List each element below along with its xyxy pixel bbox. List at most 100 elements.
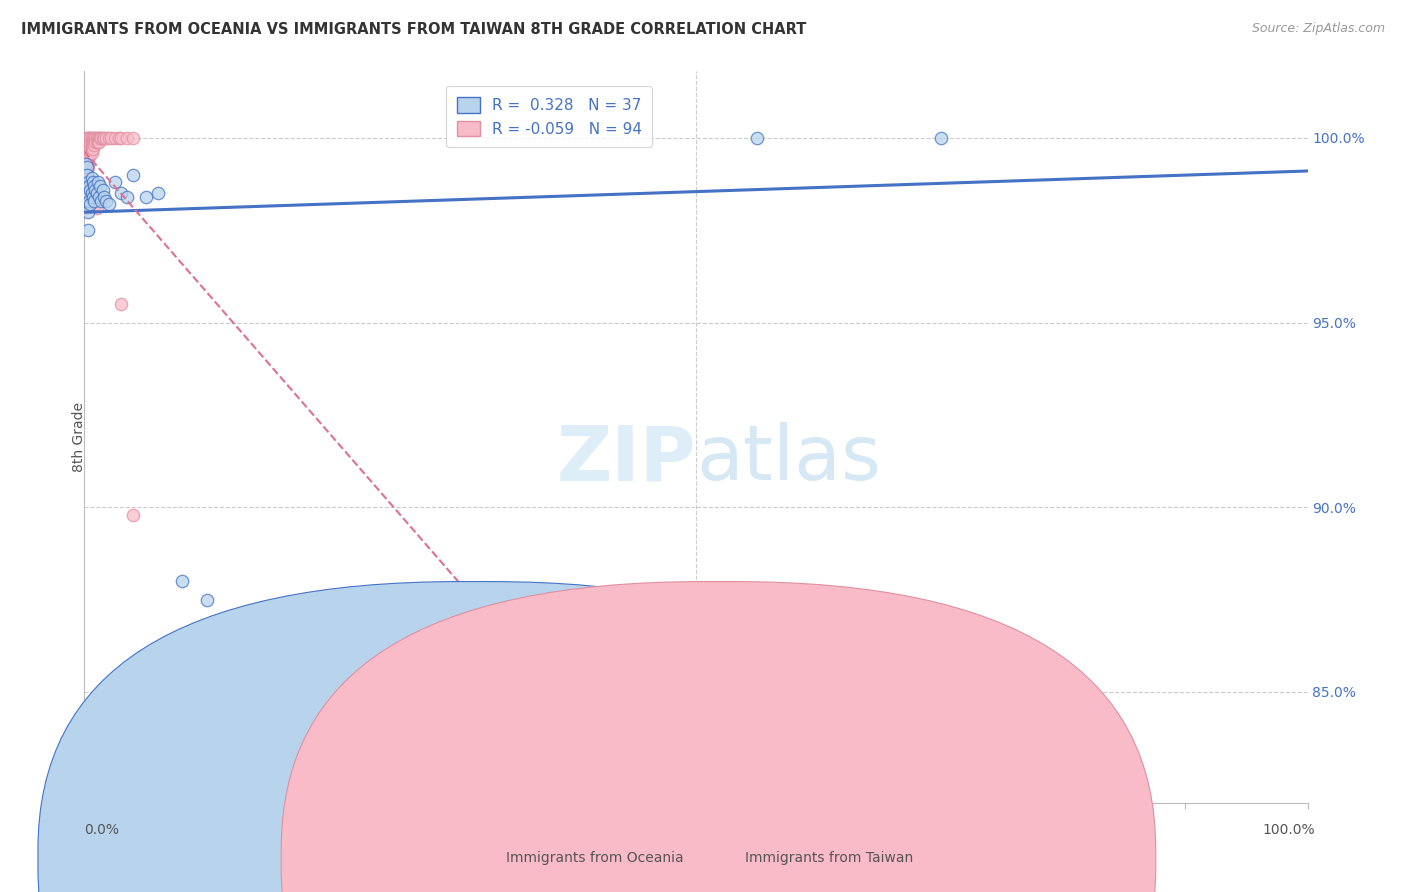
Point (77, 175, 100, 189)
Point (77, 145, 100, 160)
Point (82, 138, 104, 153)
Point (75, 171, 97, 186)
Point (104, 175, 127, 189)
Point (77, 138, 100, 153)
Point (86, 131, 108, 145)
Point (76, 153, 98, 167)
Point (91, 183, 114, 197)
Point (87, 131, 110, 145)
Point (75, 190, 97, 204)
Text: 0.0%: 0.0% (84, 823, 120, 837)
Point (76, 157, 98, 171)
Point (75, 164, 97, 178)
Point (89, 178, 111, 193)
Point (75, 161, 97, 175)
Point (82, 142, 104, 156)
Point (100, 131, 122, 145)
Point (122, 508, 145, 522)
Point (77, 135, 100, 149)
Point (79, 135, 101, 149)
Point (75, 168, 97, 182)
Legend: R =  0.328   N = 37, R = -0.059   N = 94: R = 0.328 N = 37, R = -0.059 N = 94 (446, 87, 652, 147)
Point (77, 194, 100, 208)
Point (76, 161, 98, 175)
Point (115, 190, 138, 204)
Point (747, 131, 769, 145)
Text: 100.0%: 100.0% (1263, 823, 1315, 837)
Point (110, 131, 132, 145)
Point (76, 168, 98, 182)
Point (80, 171, 103, 186)
Point (87, 131, 110, 145)
Point (76, 138, 98, 153)
Point (77, 131, 100, 145)
Point (97, 131, 120, 145)
Point (77, 131, 100, 145)
Point (80, 142, 103, 156)
Point (79, 138, 101, 153)
Point (76, 183, 98, 197)
Point (75, 135, 97, 149)
Point (107, 131, 129, 145)
Point (172, 574, 194, 589)
Point (76, 161, 98, 175)
Point (83, 194, 105, 208)
Text: Immigrants from Taiwan: Immigrants from Taiwan (745, 851, 914, 865)
Point (82, 175, 104, 189)
Point (86, 135, 108, 149)
Point (110, 297, 132, 311)
Point (77, 153, 100, 167)
Point (115, 131, 138, 145)
Point (80, 186, 103, 201)
Point (77, 142, 100, 156)
Point (76, 131, 98, 145)
Point (80, 135, 103, 149)
Point (77, 142, 100, 156)
Point (79, 131, 101, 145)
Point (76, 145, 98, 160)
Point (195, 592, 218, 607)
Point (79, 197, 101, 211)
Point (80, 186, 103, 201)
Text: atlas: atlas (696, 422, 880, 496)
Point (90, 194, 112, 208)
Point (75, 178, 97, 193)
Point (76, 164, 98, 178)
Point (79, 142, 101, 156)
Point (83, 178, 105, 193)
Point (87, 175, 110, 189)
Point (80, 138, 103, 153)
Point (90, 131, 112, 145)
Point (75, 142, 97, 156)
Point (79, 183, 101, 197)
Text: ZIP: ZIP (557, 422, 696, 496)
Point (77, 157, 100, 171)
Point (122, 131, 145, 145)
Point (77, 138, 100, 153)
Point (84, 197, 107, 211)
Point (104, 131, 127, 145)
Point (122, 168, 145, 182)
Point (82, 131, 104, 145)
Point (75, 175, 97, 189)
Point (82, 190, 104, 204)
Point (77, 149, 100, 163)
Point (75, 131, 97, 145)
Point (93, 190, 115, 204)
Point (77, 178, 100, 193)
Point (76, 194, 98, 208)
Text: Immigrants from Oceania: Immigrants from Oceania (506, 851, 683, 865)
Point (76, 135, 98, 149)
Point (83, 194, 105, 208)
Point (75, 149, 97, 163)
Point (79, 183, 101, 197)
Point (77, 190, 100, 204)
Point (86, 186, 108, 201)
Point (96, 194, 118, 208)
Point (77, 149, 100, 163)
Point (87, 190, 110, 204)
Point (77, 135, 100, 149)
Point (91, 131, 114, 145)
Point (75, 201, 97, 215)
Point (96, 131, 118, 145)
